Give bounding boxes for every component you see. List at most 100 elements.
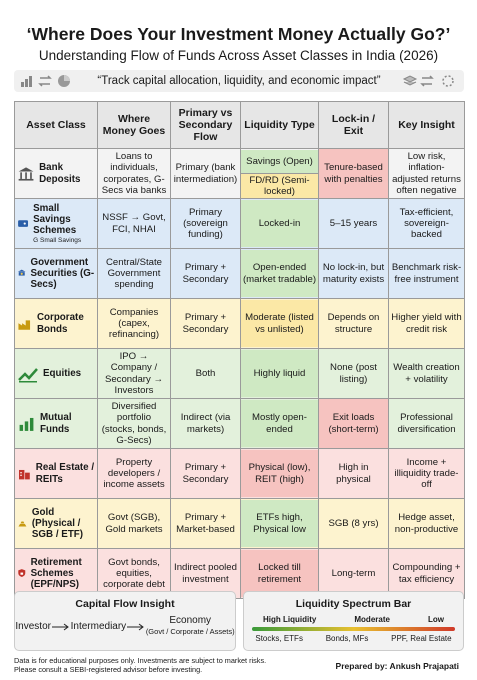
- asset-name: Bank Deposits: [39, 162, 95, 185]
- asset-icon: [18, 220, 29, 228]
- arrow: [127, 623, 144, 630]
- table-row: Retirement Schemes (EPF/NPS) Govt bonds, …: [14, 548, 465, 599]
- asset-label: Corporate Bonds: [36, 312, 84, 335]
- lockin-cell: Depends on structure: [318, 298, 389, 349]
- flow-step: Intermediary: [70, 621, 127, 632]
- liquidity-part: Open-ended (market tradable): [241, 250, 318, 297]
- lockin-cell: None (post listing): [318, 348, 389, 399]
- liquidity-part: FD/RD (Semi-locked): [241, 173, 318, 198]
- flow-cell: Primary + Market-based: [170, 498, 241, 549]
- asset-wrap: Gold (Physical / SGB / ETF): [17, 507, 95, 541]
- asset-wrap: Real Estate / REITs: [17, 462, 95, 485]
- asset-wrap: Bank Deposits: [17, 162, 95, 185]
- asset-label: Bank Deposits: [39, 162, 81, 185]
- flow-step: Economy: [169, 615, 212, 626]
- asset-wrap: Retirement Schemes (EPF/NPS): [17, 557, 95, 591]
- liquidity-part: Locked till retirement: [241, 550, 318, 597]
- column-header: Asset Class: [14, 101, 98, 149]
- disclaimer-line: Please consult a SEBI-registered advisor…: [14, 664, 203, 674]
- levels: High Liquidity Moderate Low: [244, 615, 463, 624]
- disclaimer-line: Data is for educational purposes only. I…: [14, 656, 267, 665]
- flow-note: (Govt / Corporate / Assets): [145, 626, 235, 636]
- capital-flow-box: Capital Flow Insight Investor Intermedia…: [14, 591, 236, 651]
- asset-cell: Mutual Funds: [14, 398, 98, 449]
- example: Bonds, MFs: [325, 634, 369, 643]
- liquidity-part: Mostly open-ended: [241, 400, 318, 447]
- lockin-cell: SGB (8 yrs): [318, 498, 389, 549]
- table-body: Bank Deposits Loans to individuals, corpo…: [14, 148, 465, 599]
- asset-label: Retirement Schemes (EPF/NPS): [30, 556, 82, 591]
- insight-cell: Professional diversification: [388, 398, 465, 449]
- liquidity-cell: Locked-in: [240, 198, 319, 249]
- title: ‘Where Does Your Investment Money Actual…: [26, 24, 451, 44]
- where-cell: Property developers / income assets: [97, 448, 171, 499]
- column-header: Liquidity Type: [240, 101, 319, 149]
- asset-cell: Retirement Schemes (EPF/NPS): [14, 548, 98, 599]
- liquidity-title: Liquidity Spectrum Bar: [295, 598, 412, 610]
- asset-name: Small Savings Schemes G Small Savings: [33, 203, 95, 244]
- where-cell: IPO → Company / Secondary → Investors: [97, 348, 171, 399]
- liquidity-part: Locked-in: [241, 200, 318, 247]
- credit: Prepared by: Ankush Prajapati: [335, 661, 459, 671]
- tagline: “Track capital allocation, liquidity, an…: [97, 75, 381, 87]
- arrow: [51, 623, 69, 630]
- insight-cell: Wealth creation + volatility: [388, 348, 465, 399]
- asset-icon: [18, 367, 38, 382]
- column-header: Primary vs Secondary Flow: [170, 101, 241, 149]
- flow-cell: Primary (bank intermediation): [170, 148, 241, 199]
- flow-cell: Primary + Secondary: [170, 248, 241, 299]
- asset-label: Government Securities (G-Secs): [30, 256, 95, 291]
- liquidity-part: Physical (low), REIT (high): [241, 450, 318, 497]
- liquidity-part: Highly liquid: [241, 350, 318, 397]
- asset-cell: Government Securities (G-Secs): [14, 248, 98, 299]
- liquidity-cell: Highly liquid: [240, 348, 319, 399]
- table-row: Real Estate / REITs Property developers /…: [14, 448, 465, 499]
- examples: Stocks, ETFs Bonds, MFs PPF, Real Estate: [244, 634, 463, 643]
- column-header: Lock-in / Exit: [318, 101, 389, 149]
- asset-icon: [17, 270, 26, 277]
- liquidity-part: Moderate (listed vs unlisted): [241, 300, 318, 347]
- flow-cell: Indirect (via markets): [170, 398, 241, 449]
- flow-cell: Primary (sovereign funding): [170, 198, 241, 249]
- insight-cell: Benchmark risk-free instrument: [388, 248, 465, 299]
- where-cell: Companies (capex, refinancing): [97, 298, 171, 349]
- asset-label: Mutual Funds: [40, 412, 72, 435]
- where-cell: Loans to individuals, corporates, G-Secs…: [97, 148, 171, 199]
- asset-wrap: Corporate Bonds: [17, 312, 95, 335]
- asset-icon: [18, 319, 31, 330]
- liquidity-part: Savings (Open): [241, 149, 318, 173]
- asset-icon: [18, 166, 34, 181]
- asset-label: Real Estate / REITs: [35, 462, 95, 485]
- insight-cell: Tax-efficient, sovereign-backed: [388, 198, 465, 249]
- insight-cell: Hedge asset, non-productive: [388, 498, 465, 549]
- asset-wrap: Equities: [17, 363, 95, 385]
- table-row: Small Savings Schemes G Small Savings NSSF…: [14, 198, 465, 249]
- asset-wrap: Small Savings Schemes G Small Savings: [17, 203, 95, 244]
- where-cell: Govt bonds, equities, corporate debt: [97, 548, 171, 599]
- table-row: Corporate Bonds Companies (capex, refinan…: [14, 298, 465, 349]
- asset-name: Real Estate / REITs: [36, 462, 95, 485]
- where-cell: Central/State Government spending: [97, 248, 171, 299]
- tagline-bar: “Track capital allocation, liquidity, an…: [14, 70, 464, 92]
- where-cell: Govt (SGB), Gold markets: [97, 498, 171, 549]
- disclaimer: Data is for educational purposes only. I…: [14, 656, 267, 675]
- where-cell: NSSF → Govt, FCI, NHAI: [97, 198, 171, 249]
- flow-end: Economy (Govt / Corporate / Assets): [145, 615, 235, 637]
- flow-cell: Primary + Secondary: [170, 298, 241, 349]
- asset-name: Retirement Schemes (EPF/NPS): [31, 557, 95, 591]
- asset-cell: Corporate Bonds: [14, 298, 98, 349]
- example: PPF, Real Estate: [391, 634, 452, 643]
- asset-icon: [18, 521, 27, 527]
- capital-flow-title: Capital Flow Insight: [75, 598, 175, 610]
- asset-name: Corporate Bonds: [37, 312, 95, 335]
- asset-name: Gold (Physical / SGB / ETF): [32, 507, 95, 541]
- asset-icon: [19, 417, 34, 431]
- asset-wrap: Government Securities (G-Secs): [17, 257, 95, 291]
- lockin-cell: Exit loads (short-term): [318, 398, 389, 449]
- flow-step: Investor: [15, 621, 51, 632]
- table-row: Gold (Physical / SGB / ETF) Govt (SGB), G…: [14, 498, 465, 549]
- asset-label: Gold (Physical / SGB / ETF): [31, 506, 84, 541]
- lockin-cell: 5–15 years: [318, 198, 389, 249]
- asset-note: G Small Savings: [33, 236, 82, 244]
